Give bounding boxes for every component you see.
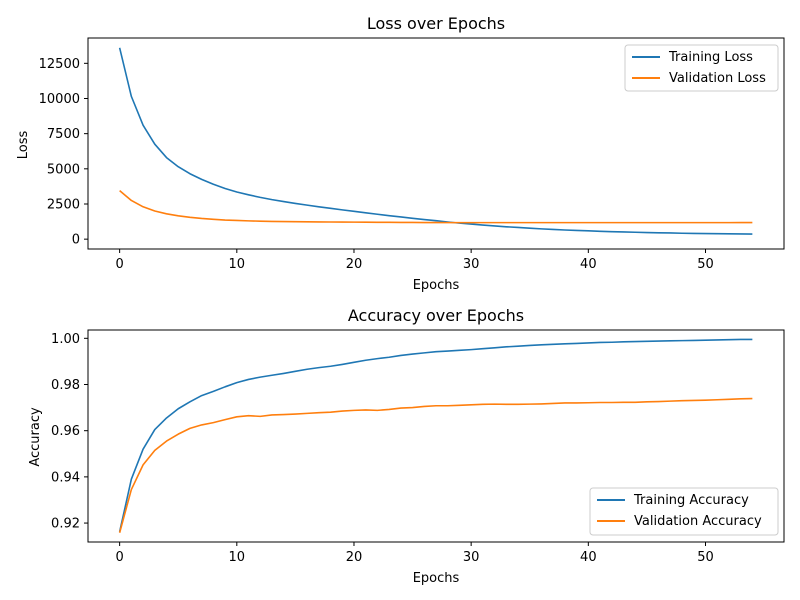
accuracy-legend-box (589, 487, 779, 536)
accuracy-y-axis-label: Accuracy (28, 407, 43, 467)
loss-chart: Loss over Epochs Epochs Loss 0 10 20 30 40 50… (16, 14, 785, 293)
loss-legend-box (624, 44, 779, 92)
loss-y-tick-label: 5000 (47, 162, 80, 177)
accuracy-line-validation-accuracy (118, 397, 753, 533)
accuracy-y-tick-label: 0.94 (51, 470, 80, 485)
accuracy-line-training-accuracy (118, 338, 753, 533)
loss-line-training-loss (118, 47, 753, 235)
loss-ticks: 0 10 20 30 40 50 0 2500 5000 7500 10000 12500 (39, 57, 714, 272)
accuracy-legend-label-validation: Validation Accuracy (634, 514, 762, 529)
accuracy-x-tick-label: 40 (580, 550, 597, 565)
loss-plot-frame (87, 37, 785, 250)
loss-x-tick-label: 50 (697, 257, 714, 272)
accuracy-x-tick-label: 50 (697, 550, 714, 565)
loss-legend-label-training: Training Loss (668, 50, 753, 65)
accuracy-chart-title: Accuracy over Epochs (348, 306, 524, 325)
loss-y-tick-label: 0 (72, 233, 80, 248)
loss-y-tick-label: 7500 (47, 127, 80, 142)
accuracy-series-lines (118, 338, 753, 533)
loss-x-tick-label: 10 (229, 257, 246, 272)
loss-legend: Training Loss Validation Loss (624, 44, 779, 92)
loss-x-tick-label: 20 (346, 257, 363, 272)
accuracy-ticks: 0 10 20 30 40 50 0.92 0.94 0.96 0.98 1.00 (51, 332, 714, 565)
loss-series-lines (118, 47, 753, 235)
accuracy-x-tick-label: 0 (115, 550, 123, 565)
loss-y-tick-label: 12500 (39, 57, 80, 72)
loss-y-tick-label: 2500 (47, 197, 80, 212)
loss-line-validation-loss (119, 190, 753, 224)
accuracy-y-tick-label: 1.00 (51, 332, 80, 347)
loss-chart-title: Loss over Epochs (367, 14, 505, 33)
accuracy-x-axis-label: Epochs (413, 571, 460, 586)
accuracy-y-tick-label: 0.96 (51, 424, 80, 439)
accuracy-plot-frame (87, 329, 785, 543)
accuracy-x-tick-label: 30 (463, 550, 480, 565)
accuracy-y-tick-label: 0.98 (51, 378, 80, 393)
loss-x-tick-label: 30 (463, 257, 480, 272)
loss-y-axis-label: Loss (16, 131, 31, 160)
loss-y-tick-label: 10000 (39, 92, 80, 107)
accuracy-chart: Accuracy over Epochs Epochs Accuracy 0 10… (28, 306, 785, 586)
accuracy-x-tick-label: 20 (346, 550, 363, 565)
loss-legend-label-validation: Validation Loss (669, 71, 766, 86)
loss-x-axis-label: Epochs (413, 278, 460, 293)
accuracy-x-tick-label: 10 (229, 550, 246, 565)
accuracy-legend-label-training: Training Accuracy (633, 493, 749, 508)
loss-x-tick-label: 40 (580, 257, 597, 272)
loss-x-tick-label: 0 (115, 257, 123, 272)
accuracy-legend: Training Accuracy Validation Accuracy (589, 487, 779, 536)
accuracy-y-tick-label: 0.92 (51, 517, 80, 532)
